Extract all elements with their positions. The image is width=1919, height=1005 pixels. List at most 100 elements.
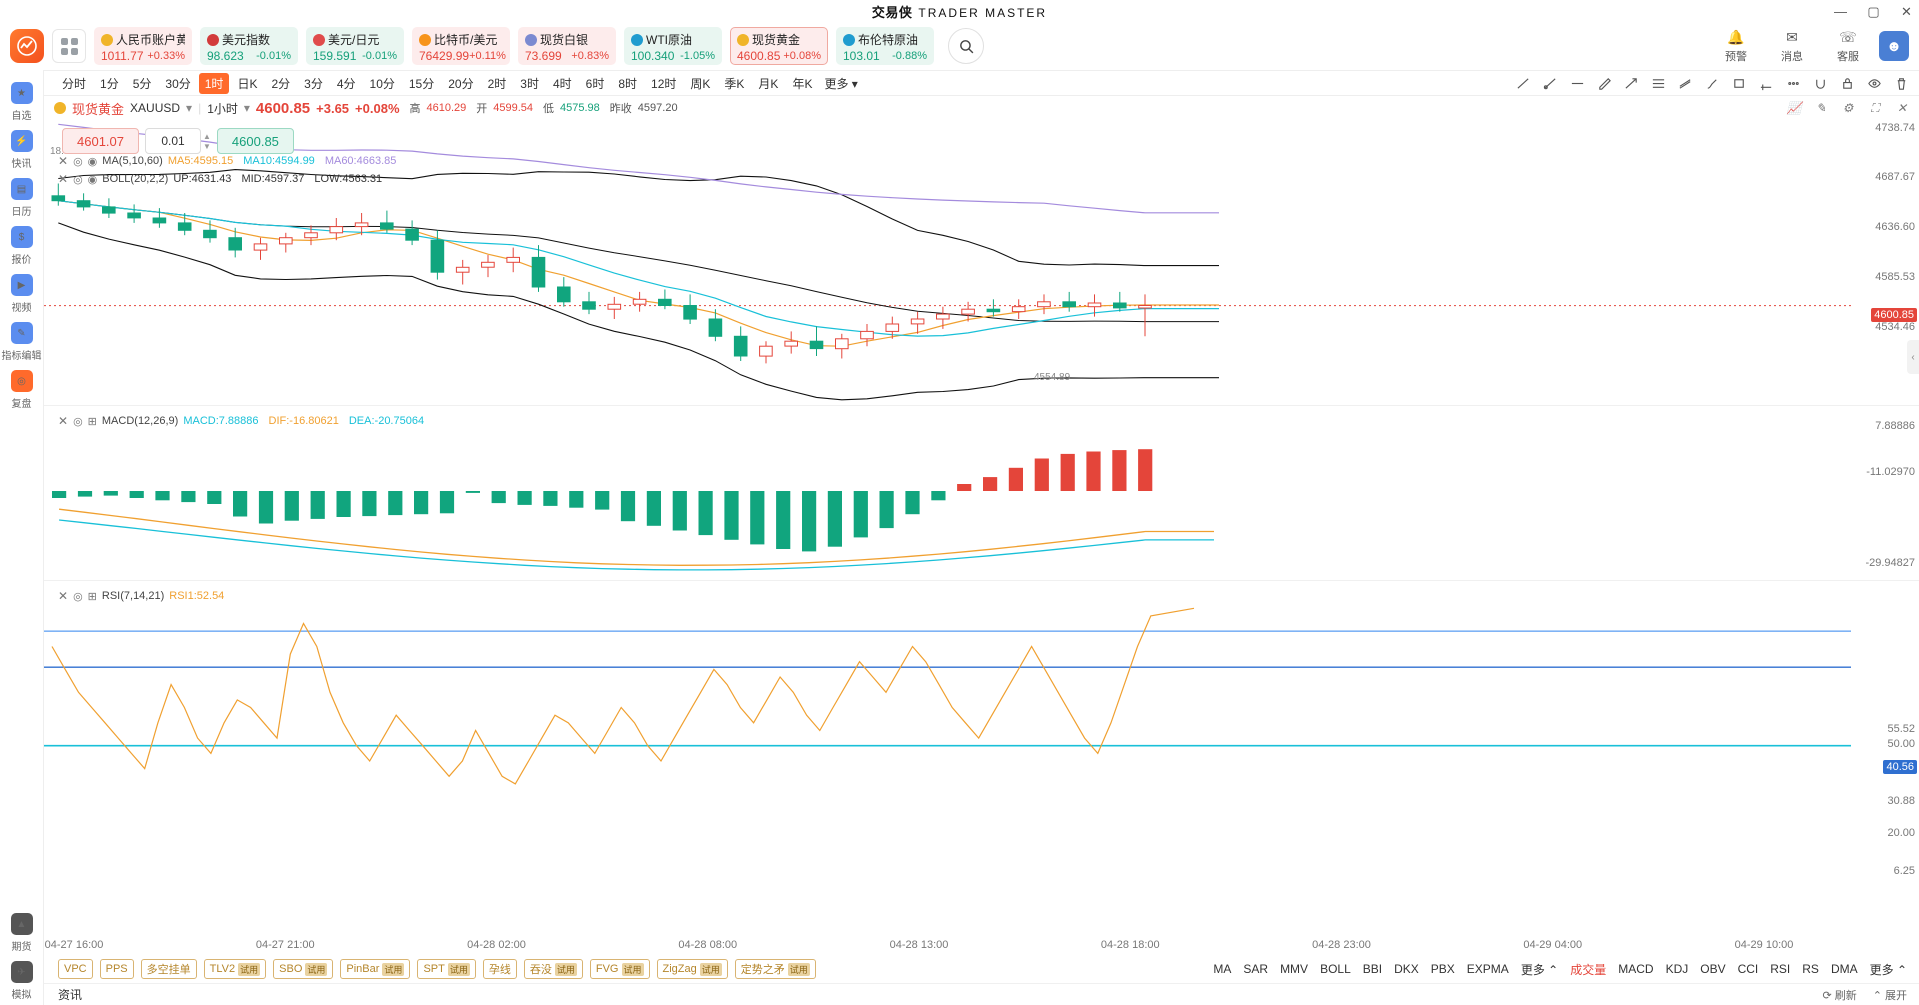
timeframe-8时[interactable]: 8时 bbox=[618, 76, 638, 91]
timeframe-季K[interactable]: 季K bbox=[724, 76, 745, 91]
ticker-item[interactable]: 美元指数 98.623 -0.01% bbox=[200, 27, 298, 65]
indicator-chip-MA[interactable]: MA bbox=[1213, 962, 1232, 976]
channel-icon[interactable] bbox=[1677, 75, 1693, 91]
indicator-chip-RS[interactable]: RS bbox=[1802, 962, 1819, 976]
indicator-chip-CCI[interactable]: CCI bbox=[1737, 962, 1759, 976]
refresh-button[interactable]: ⟳ 刷新 bbox=[1822, 989, 1857, 1002]
brush-icon[interactable] bbox=[1704, 75, 1720, 91]
stepper-down-icon[interactable]: ▼ bbox=[203, 141, 211, 151]
strategy-chip[interactable]: SPT 试用 bbox=[417, 959, 476, 979]
chart-type-icon[interactable]: 📈 bbox=[1786, 101, 1802, 115]
indicator-chip-SAR[interactable]: SAR bbox=[1243, 962, 1269, 976]
timeframe-3时[interactable]: 3时 bbox=[520, 76, 539, 91]
indicator-chip-成交量[interactable]: 成交量 bbox=[1570, 962, 1607, 977]
fullscreen-icon[interactable]: ⛶ bbox=[1870, 100, 1880, 115]
strategy-chip[interactable]: 多空挂单 bbox=[140, 959, 197, 979]
pencil-icon[interactable] bbox=[1596, 75, 1612, 91]
ma-settings-icon[interactable]: ◎ bbox=[73, 155, 83, 168]
timeframe-5分[interactable]: 5分 bbox=[132, 76, 152, 91]
ticker-item[interactable]: 现货黄金 4600.85 +0.08% bbox=[730, 27, 828, 65]
ticker-item[interactable]: 现货白银 73.699 +0.83% bbox=[518, 27, 616, 65]
timeframe-12时[interactable]: 12时 bbox=[651, 76, 677, 91]
mail-button[interactable]: ✉ 消息 bbox=[1775, 29, 1809, 64]
timeframe-月K[interactable]: 月K bbox=[758, 76, 779, 91]
macd-close-icon[interactable]: ✕ bbox=[58, 414, 69, 428]
timeframe-4时[interactable]: 4时 bbox=[552, 76, 572, 91]
measure-icon[interactable] bbox=[1758, 75, 1774, 91]
timeframe-年K[interactable]: 年K bbox=[792, 76, 813, 91]
trash-icon[interactable] bbox=[1893, 75, 1909, 91]
indicator-chip-BOLL[interactable]: BOLL bbox=[1320, 962, 1351, 976]
symbol-period[interactable]: 1小时 bbox=[207, 101, 238, 116]
strategy-chip[interactable]: 孕线 bbox=[482, 959, 517, 979]
macd-expand-icon[interactable]: ⊞ bbox=[87, 415, 97, 428]
minimize-button[interactable]: — bbox=[1834, 3, 1847, 19]
ticker-item[interactable]: 人民币账户黄金 1011.77+0.33% bbox=[94, 27, 192, 65]
sidebar-item-calendar[interactable]: ▤ 日历 bbox=[0, 174, 44, 222]
indicator-chip-KDJ[interactable]: KDJ bbox=[1665, 962, 1689, 976]
settings-chart-icon[interactable]: ⚙ bbox=[1842, 101, 1854, 115]
price-pane[interactable]: 4601.07 0.01 ▲▼ 4600.85 18:31 ✕ ◎ ◉ MA(5… bbox=[44, 120, 1919, 405]
rsi-expand-icon[interactable]: ⊞ bbox=[87, 590, 97, 603]
apps-grid-button[interactable] bbox=[52, 29, 86, 63]
sidebar-item-quote[interactable]: $ 报价 bbox=[0, 222, 44, 270]
timeframe-4分[interactable]: 4分 bbox=[336, 76, 356, 91]
rsi-close-icon[interactable]: ✕ bbox=[58, 589, 69, 603]
indicator-chip-MACD[interactable]: MACD bbox=[1618, 962, 1654, 976]
indicator-chip-OBV[interactable]: OBV bbox=[1700, 962, 1726, 976]
timeframe-3分[interactable]: 3分 bbox=[304, 76, 323, 91]
indicator-chip-MMV[interactable]: MMV bbox=[1280, 962, 1309, 976]
quantity-stepper[interactable]: ▲ ▼ bbox=[203, 132, 211, 151]
timeframe-2时[interactable]: 2时 bbox=[487, 76, 507, 91]
strategy-chip[interactable]: TLV2 试用 bbox=[203, 959, 267, 979]
magnet-icon[interactable] bbox=[1812, 75, 1828, 91]
sidebar-item-replay[interactable]: ◎ 复盘 bbox=[0, 366, 44, 414]
timeframe-1分[interactable]: 1分 bbox=[100, 76, 119, 91]
headset-button[interactable]: ☏ 客服 bbox=[1831, 29, 1865, 64]
arrow-icon[interactable] bbox=[1623, 75, 1639, 91]
indicator-chip-BBI[interactable]: BBI bbox=[1362, 962, 1383, 976]
rsi-settings-icon[interactable]: ◎ bbox=[73, 590, 83, 603]
indicator-left-more[interactable]: 更多 ⌃ bbox=[1520, 962, 1559, 977]
maximize-button[interactable]: ▢ bbox=[1867, 3, 1880, 19]
sidebar-item-edit[interactable]: ✎ 指标编辑 bbox=[0, 318, 44, 366]
ticker-item[interactable]: 比特币/美元 76429.99 +0.11% bbox=[412, 27, 510, 65]
macd-pane[interactable]: ✕ ◎ ⊞ MACD(12,26,9) MACD:7.88886 DIF:-16.… bbox=[44, 405, 1919, 580]
sidebar-item-star[interactable]: ★ 自选 bbox=[0, 78, 44, 126]
ticker-item[interactable]: WTI原油 100.340 -1.05% bbox=[624, 27, 722, 65]
buy-button[interactable]: 4600.85 bbox=[216, 128, 294, 154]
fib-icon[interactable] bbox=[1650, 75, 1666, 91]
news-tab[interactable]: 资讯 bbox=[58, 988, 83, 1002]
timeframe-30分[interactable]: 30分 bbox=[165, 76, 191, 91]
bell-button[interactable]: 🔔 预警 bbox=[1719, 29, 1753, 64]
app-logo-icon[interactable] bbox=[10, 29, 44, 63]
timeframe-周K[interactable]: 周K bbox=[690, 76, 711, 91]
strategy-chip[interactable]: VPC bbox=[58, 959, 93, 979]
indicator-chip-DMA[interactable]: DMA bbox=[1830, 962, 1858, 976]
strategy-chip[interactable]: ZigZag 试用 bbox=[656, 959, 728, 979]
shapes-icon[interactable] bbox=[1731, 75, 1747, 91]
strategy-chip[interactable]: 吞没 试用 bbox=[523, 959, 583, 979]
timeframe-15分[interactable]: 15分 bbox=[408, 76, 435, 91]
strategy-chip[interactable]: FVG 试用 bbox=[589, 959, 650, 979]
indicator-chip-DKX[interactable]: DKX bbox=[1394, 962, 1419, 976]
indicator-right-more[interactable]: 更多 ⌃ bbox=[1869, 962, 1907, 977]
symbol-dropdown-icon[interactable]: ▾ bbox=[186, 101, 193, 115]
lock-icon[interactable] bbox=[1839, 75, 1855, 91]
boll-visibility-icon[interactable]: ◉ bbox=[87, 173, 98, 186]
timeframe-6时[interactable]: 6时 bbox=[585, 76, 605, 91]
ticker-item[interactable]: 美元/日元 159.591 -0.01% bbox=[306, 27, 404, 65]
more-tools-icon[interactable] bbox=[1785, 75, 1801, 91]
horizontal-line-icon[interactable] bbox=[1569, 75, 1585, 91]
sidebar-item-news[interactable]: ⚡ 快讯 bbox=[0, 126, 44, 174]
close-chart-icon[interactable]: ✕ bbox=[1896, 101, 1908, 115]
expand-button[interactable]: ⌃ 展开 bbox=[1872, 989, 1907, 1002]
boll-settings-icon[interactable]: ◎ bbox=[73, 173, 83, 186]
indicator-chip-PBX[interactable]: PBX bbox=[1430, 962, 1455, 976]
indicator-chip-RSI[interactable]: RSI bbox=[1770, 962, 1791, 976]
timeframe-分时[interactable]: 分时 bbox=[62, 76, 87, 91]
edit-chart-icon[interactable]: ✎ bbox=[1815, 101, 1827, 115]
strategy-chip[interactable]: 定势之矛 试用 bbox=[734, 959, 816, 979]
rsi-pane[interactable]: ✕ ◎ ⊞ RSI(7,14,21) RSI1:52.54 55.52 50.00… bbox=[44, 580, 1919, 877]
strategy-chip[interactable]: SBO 试用 bbox=[273, 959, 334, 979]
